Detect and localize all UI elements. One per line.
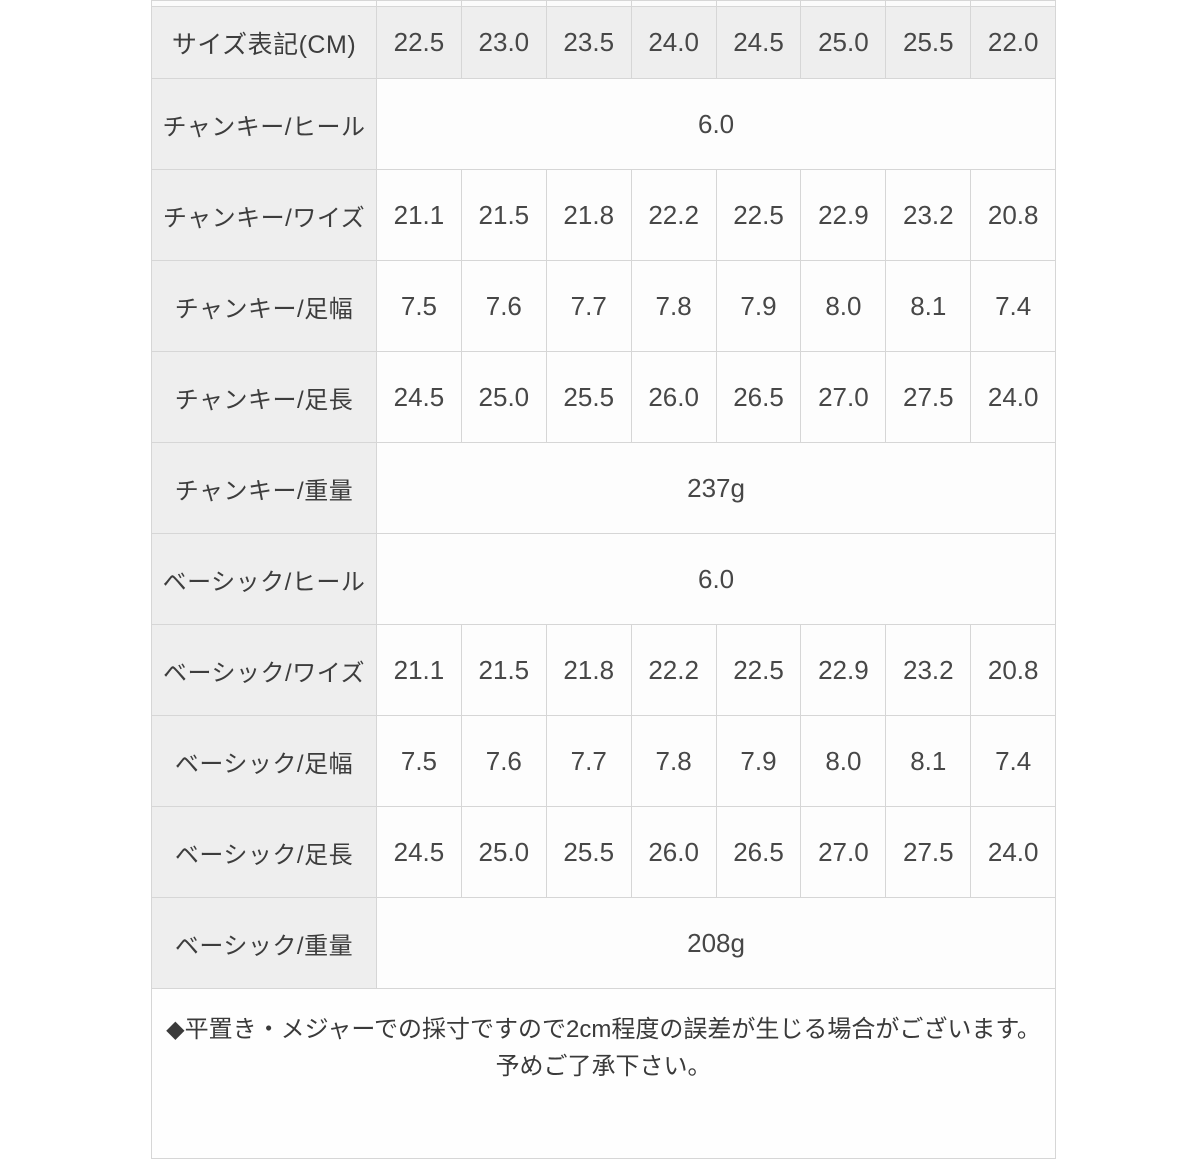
size-value-cell: 7.9 [715,260,802,352]
size-value-cell: 20.8 [970,169,1057,261]
measurement-note-row: ◆平置き・メジャーでの採寸ですので2cm程度の誤差が生じる場合がございます。 予… [150,988,1057,1159]
row-label: ベーシック/ヒール [151,533,377,625]
header-row: サイズ表記(CM) 22.5 23.0 23.5 24.0 24.5 25.0 … [151,6,1057,79]
size-value-cell: 22.2 [630,169,717,261]
size-value-cell: 26.5 [715,351,802,443]
size-value-cell: 26.0 [630,806,717,898]
size-value-cell: 24.5 [376,351,462,443]
row-label: ベーシック/ワイズ [151,624,377,716]
size-value-cell: 7.6 [460,715,547,807]
size-value-cell: 21.8 [545,169,632,261]
size-value-cell: 7.4 [970,715,1057,807]
row-label: ベーシック/足長 [151,806,377,898]
table-row-basic-weight: ベーシック/重量 208g [151,897,1057,989]
span-value-cell: 6.0 [375,533,1057,625]
table-row-basic-foot-length: ベーシック/足長 24.5 25.0 25.5 26.0 26.5 27.0 2… [151,806,1057,898]
size-value-cell: 21.5 [460,624,547,716]
column-header: 23.5 [545,6,632,79]
size-value-cell: 22.5 [715,624,802,716]
column-header: 23.0 [460,6,547,79]
size-value-cell: 22.9 [800,169,887,261]
row-label: チャンキー/重量 [151,442,377,534]
size-value-cell: 7.9 [715,715,802,807]
table-row-chunky-foot-width: チャンキー/足幅 7.5 7.6 7.7 7.8 7.9 8.0 8.1 7.4 [151,260,1057,352]
column-header: 22.0 [970,6,1057,79]
size-value-cell: 27.0 [800,351,887,443]
size-notation-header: サイズ表記(CM) [151,6,377,79]
table-row-basic-wize: ベーシック/ワイズ 21.1 21.5 21.8 22.2 22.5 22.9 … [151,624,1057,716]
size-value-cell: 23.2 [885,624,972,716]
size-value-cell: 27.0 [800,806,887,898]
size-value-cell: 20.8 [970,624,1057,716]
size-value-cell: 25.5 [545,806,632,898]
size-value-cell: 7.6 [460,260,547,352]
span-value-cell: 237g [375,442,1057,534]
size-value-cell: 22.5 [715,169,802,261]
size-value-cell: 7.7 [545,715,632,807]
measurement-note: ◆平置き・メジャーでの採寸ですので2cm程度の誤差が生じる場合がございます。 予… [150,988,1057,1159]
size-value-cell: 25.0 [460,806,547,898]
size-value-cell: 26.5 [715,806,802,898]
span-value-cell: 208g [375,897,1057,989]
table-row-chunky-weight: チャンキー/重量 237g [151,442,1057,534]
size-value-cell: 27.5 [885,351,972,443]
size-value-cell: 8.1 [885,260,972,352]
size-value-cell: 7.4 [970,260,1057,352]
table-row-chunky-wize: チャンキー/ワイズ 21.1 21.5 21.8 22.2 22.5 22.9 … [151,169,1057,261]
row-label: ベーシック/足幅 [151,715,377,807]
size-value-cell: 24.5 [376,806,462,898]
size-value-cell: 7.7 [545,260,632,352]
size-value-cell: 8.1 [885,715,972,807]
table-row-basic-foot-width: ベーシック/足幅 7.5 7.6 7.7 7.8 7.9 8.0 8.1 7.4 [151,715,1057,807]
size-value-cell: 7.8 [630,260,717,352]
column-header: 22.5 [376,6,462,79]
size-value-cell: 24.0 [970,351,1057,443]
size-value-cell: 7.5 [376,260,462,352]
table-row-chunky-heel: チャンキー/ヒール 6.0 [151,78,1057,170]
column-header: 24.5 [715,6,802,79]
row-label: ベーシック/重量 [151,897,377,989]
size-chart-sheet: サイズ表記(CM) 22.5 23.0 23.5 24.0 24.5 25.0 … [150,0,1057,1159]
size-value-cell: 24.0 [970,806,1057,898]
size-value-cell: 27.5 [885,806,972,898]
table-row-basic-heel: ベーシック/ヒール 6.0 [151,533,1057,625]
row-label: チャンキー/足長 [151,351,377,443]
span-value-cell: 6.0 [375,78,1057,170]
note-line-1: ◆平置き・メジャーでの採寸ですので2cm程度の誤差が生じる場合がございます。 [166,1016,1041,1043]
table-row-chunky-foot-length: チャンキー/足長 24.5 25.0 25.5 26.0 26.5 27.0 2… [151,351,1057,443]
column-header: 25.0 [800,6,887,79]
size-value-cell: 21.5 [460,169,547,261]
size-value-cell: 23.2 [885,169,972,261]
size-value-cell: 8.0 [800,715,887,807]
size-value-cell: 8.0 [800,260,887,352]
note-line-2: 予めご了承下さい。 [495,1053,712,1080]
size-value-cell: 26.0 [630,351,717,443]
column-header: 25.5 [885,6,972,79]
size-value-cell: 22.2 [630,624,717,716]
size-spec-table: サイズ表記(CM) 22.5 23.0 23.5 24.0 24.5 25.0 … [150,0,1057,1159]
size-value-cell: 25.5 [545,351,632,443]
row-label: チャンキー/足幅 [151,260,377,352]
size-value-cell: 21.1 [376,624,462,716]
column-header: 24.0 [630,6,717,79]
row-label: チャンキー/ワイズ [151,169,377,261]
size-value-cell: 21.1 [376,169,462,261]
size-value-cell: 7.8 [630,715,717,807]
size-value-cell: 25.0 [460,351,547,443]
size-value-cell: 7.5 [376,715,462,807]
row-label: チャンキー/ヒール [151,78,377,170]
size-value-cell: 21.8 [545,624,632,716]
size-value-cell: 22.9 [800,624,887,716]
